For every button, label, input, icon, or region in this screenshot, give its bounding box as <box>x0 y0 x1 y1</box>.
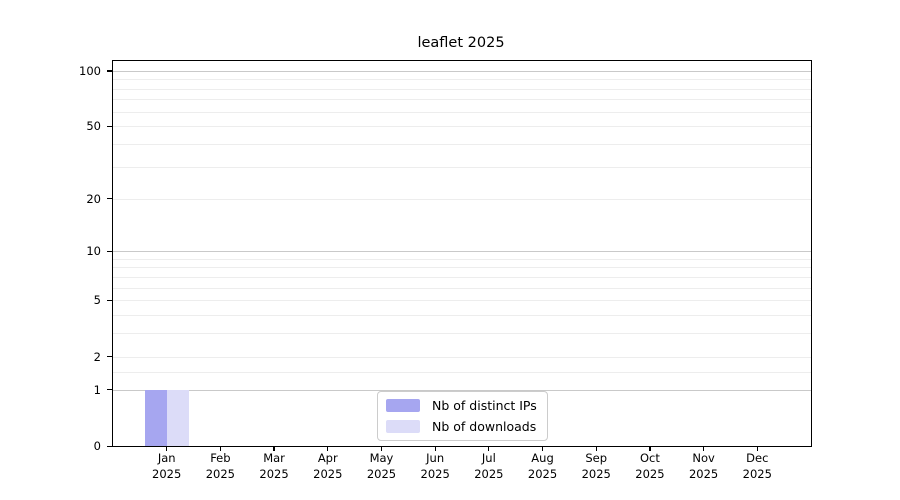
y-tick-mark <box>107 356 112 358</box>
x-tick-mark <box>327 446 329 451</box>
minor-gridline <box>113 126 811 128</box>
y-axis-tick-label: 2 <box>93 349 101 364</box>
x-tick-mark <box>434 446 436 451</box>
x-tick-mark <box>380 446 383 451</box>
y-axis-tick-label: 10 <box>86 244 101 259</box>
x-tick-mark <box>595 446 597 451</box>
y-tick-mark <box>107 389 112 391</box>
x-axis-tick-label: May 2025 <box>349 450 413 482</box>
x-tick-month: Jul <box>481 451 496 465</box>
x-axis-tick-label: Mar 2025 <box>242 450 306 482</box>
minor-gridline <box>113 287 811 289</box>
y-tick-mark <box>107 70 112 72</box>
minor-gridline <box>113 99 811 101</box>
y-tick-mark <box>107 250 112 252</box>
x-tick-year: 2025 <box>313 467 343 481</box>
x-tick-year: 2025 <box>152 467 182 481</box>
y-axis-tick-label: 100 <box>79 63 101 78</box>
y-axis-tick-label: 20 <box>86 191 101 206</box>
x-tick-mark <box>703 446 705 451</box>
y-tick-mark <box>107 445 112 447</box>
x-tick-mark <box>649 446 651 451</box>
minor-gridline <box>113 166 811 168</box>
x-tick-year: 2025 <box>420 467 450 481</box>
y-tick-mark <box>107 125 112 128</box>
minor-gridline <box>113 276 811 278</box>
legend-label: Nb of distinct IPs <box>432 398 537 413</box>
legend-item: Nb of downloads <box>386 419 537 434</box>
x-axis-tick-label: Nov 2025 <box>672 450 736 482</box>
y-axis-tick-label: 0 <box>93 439 101 453</box>
minor-gridline <box>113 315 811 317</box>
minor-gridline <box>113 198 811 200</box>
x-axis-tick-label: Jan 2025 <box>135 450 199 482</box>
x-tick-month: Jan <box>157 451 176 465</box>
minor-gridline <box>113 111 811 113</box>
x-tick-month: Mar <box>263 451 285 465</box>
legend: Nb of distinct IPs Nb of downloads <box>377 391 548 441</box>
minor-gridline <box>113 356 811 358</box>
x-axis-tick-label: Sep 2025 <box>564 450 628 482</box>
x-axis-tick-label: Aug 2025 <box>511 450 575 482</box>
x-tick-year: 2025 <box>742 467 772 481</box>
plot-area: 0 1 2 5 10 20 50 100 Jan 2025 Feb 2025 Mar 2025 Apr 202… <box>79 60 812 481</box>
minor-gridline <box>113 333 811 335</box>
x-tick-mark <box>756 446 758 451</box>
x-axis-tick-label: Jul 2025 <box>457 450 521 482</box>
y-axis-tick-label: 5 <box>93 293 101 308</box>
legend-item: Nb of distinct IPs <box>386 398 537 413</box>
x-tick-month: Oct <box>639 451 660 465</box>
minor-gridline <box>113 88 811 90</box>
x-axis-tick-label: Jun 2025 <box>403 450 467 482</box>
bar-nb-of-downloads-jan <box>166 389 189 446</box>
y-axis-tick-label: 1 <box>93 382 101 397</box>
x-axis-tick-label: Apr 2025 <box>296 450 360 482</box>
major-gridline <box>113 70 811 72</box>
x-tick-month: Feb <box>210 451 231 465</box>
x-tick-mark <box>166 446 168 451</box>
minor-gridline <box>113 258 811 260</box>
legend-swatch-icon <box>386 420 420 433</box>
x-tick-month: Dec <box>746 451 769 465</box>
y-tick-mark <box>107 198 112 200</box>
x-tick-year: 2025 <box>366 467 397 481</box>
x-tick-year: 2025 <box>259 467 289 481</box>
legend-swatch-icon <box>386 399 420 412</box>
x-tick-year: 2025 <box>474 467 504 481</box>
x-tick-mark <box>488 446 490 451</box>
major-gridline <box>113 389 811 391</box>
x-axis-tick-label: Oct 2025 <box>618 450 682 482</box>
x-tick-year: 2025 <box>581 467 611 481</box>
x-axis-tick-label: Dec 2025 <box>725 450 789 482</box>
x-tick-mark <box>541 446 544 451</box>
x-tick-year: 2025 <box>688 467 719 481</box>
minor-gridline <box>113 267 811 269</box>
x-tick-month: Apr <box>317 451 338 465</box>
x-tick-month: Aug <box>531 451 554 465</box>
x-tick-year: 2025 <box>635 467 665 481</box>
x-tick-year: 2025 <box>527 467 558 481</box>
minor-gridline <box>113 79 811 81</box>
chart-title: leaflet 2025 <box>417 35 505 51</box>
x-tick-year: 2025 <box>205 467 236 481</box>
minor-gridline <box>113 300 811 302</box>
x-tick-mark <box>273 446 275 451</box>
x-tick-month: Nov <box>692 451 715 465</box>
legend-label: Nb of downloads <box>432 419 537 434</box>
bar-nb-of-distinct-ips-jan <box>144 389 167 446</box>
x-tick-month: Jun <box>426 451 445 465</box>
x-tick-month: Sep <box>585 451 608 465</box>
y-axis-tick-label: 50 <box>86 119 101 134</box>
minor-gridline <box>113 371 811 373</box>
x-axis-tick-label: Feb 2025 <box>188 450 252 482</box>
y-tick-mark <box>107 299 112 302</box>
x-tick-month: May <box>369 451 394 465</box>
minor-gridline <box>113 144 811 146</box>
major-gridline <box>113 251 811 253</box>
x-tick-mark <box>219 446 221 451</box>
